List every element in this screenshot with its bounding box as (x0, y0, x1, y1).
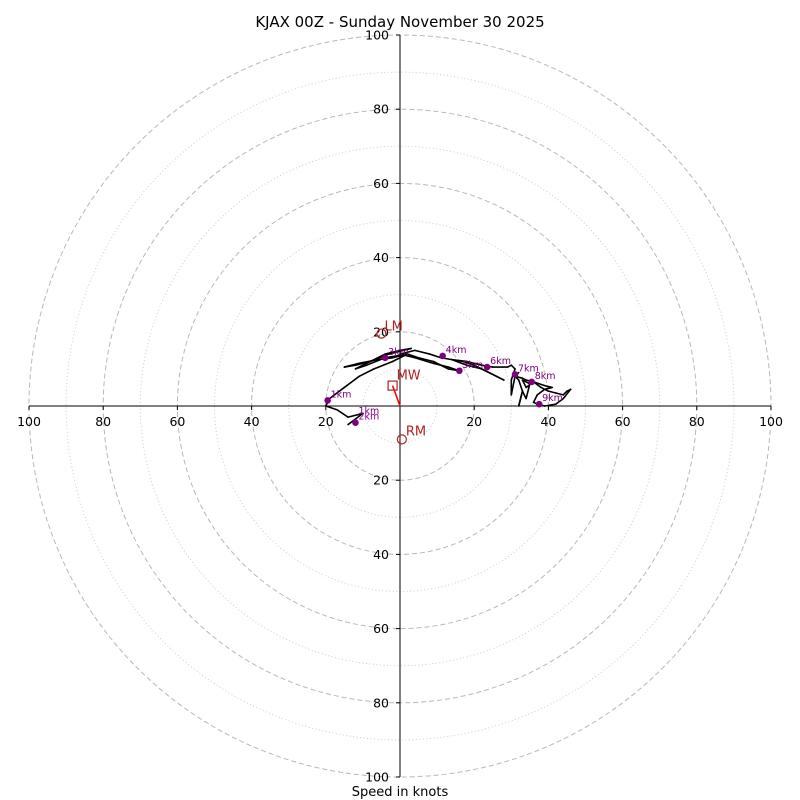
height-marker-8km (528, 378, 536, 386)
trace-segment (432, 362, 450, 368)
mean-wind-arrow (391, 385, 401, 407)
tick-label-top-80: 80 (373, 102, 389, 117)
height-marker-5km (456, 367, 463, 375)
height-label-1km: 1km (331, 389, 352, 400)
mean-wind-marker (387, 380, 398, 391)
left-mover-label: LM (384, 320, 402, 335)
tick-label-top-100: 100 (365, 28, 389, 43)
tick-label-bottom-80: 80 (373, 695, 389, 710)
trace-segment (414, 356, 435, 365)
trace-segment (347, 412, 364, 418)
tick-label-bottom-20: 20 (373, 473, 389, 488)
trace-segment (328, 386, 346, 400)
trace-segment (428, 353, 442, 359)
tick-label-right-40: 40 (540, 414, 556, 429)
height-label-7km: 7km (518, 363, 539, 374)
trace-segment (465, 360, 483, 366)
tick-label-left-40: 40 (244, 414, 260, 429)
trace-segment (417, 356, 435, 363)
tick-label-left-20: 20 (318, 414, 334, 429)
tick-label-left-100: 100 (17, 414, 41, 429)
trace-segment (347, 412, 364, 426)
trace-segment (555, 392, 565, 396)
trace-segment (484, 369, 498, 378)
trace-segment (336, 408, 349, 418)
trace-segment (562, 388, 572, 400)
tick-label-right-100: 100 (759, 414, 783, 429)
height-label-2km: 2km (358, 412, 379, 423)
trace-segment (343, 362, 360, 368)
trace-segment (399, 349, 416, 355)
height-marker-1km (324, 397, 331, 404)
height-label-8km: 8km (535, 371, 556, 382)
tick-label-bottom-40: 40 (373, 547, 389, 562)
trace-segment (536, 388, 546, 396)
trace-segment (555, 397, 565, 405)
trace-segment (473, 364, 487, 372)
trace-segment (562, 390, 568, 396)
height-label-9km: 9km (542, 393, 563, 404)
trace-segment (543, 384, 553, 389)
trace-segment (521, 379, 531, 385)
trace-segment (462, 360, 476, 366)
tick-label-right-80: 80 (689, 414, 705, 429)
trace-segment (451, 358, 468, 363)
trace-segment (510, 375, 516, 396)
trace-segment (547, 390, 557, 394)
storm-motion-markers: LM RM MW (376, 320, 426, 445)
x-axis-label: Speed in knots (352, 785, 449, 800)
height-label-3km: 3km (388, 347, 409, 358)
trace-segment (532, 394, 539, 404)
trace-segment (543, 403, 557, 407)
height-marker-3km (381, 354, 389, 362)
tick-label-left-80: 80 (95, 414, 111, 429)
trace-segment (517, 379, 524, 392)
height-marker-4km (439, 352, 446, 360)
height-label-6km: 6km (490, 356, 511, 367)
tick-label-left-60: 60 (169, 414, 185, 429)
trace-segment (414, 349, 431, 355)
height-marker-7km (511, 371, 519, 378)
height-marker-2km (352, 419, 359, 426)
tick-label-right-20: 20 (466, 414, 482, 429)
trace-segment (358, 368, 375, 378)
trace-segment (495, 375, 505, 381)
tick-label-top-40: 40 (373, 250, 389, 265)
right-mover-label: RM (406, 424, 426, 439)
chart-title: KJAX 00Z - Sunday November 30 2025 (255, 13, 544, 31)
right-mover-marker (396, 434, 407, 445)
trace-segment (373, 360, 394, 370)
tick-label-right-60: 60 (615, 414, 631, 429)
trace-segment (399, 353, 416, 359)
trace-segment (510, 364, 516, 370)
left-mover-marker (376, 328, 387, 339)
height-label-extra: 1km (358, 406, 379, 417)
trace-segment (358, 358, 379, 365)
mean-wind-label: MW (397, 369, 421, 384)
tick-label-bottom-100: 100 (365, 770, 389, 785)
trace-segment (343, 375, 360, 389)
trace-segment (388, 347, 412, 355)
tick-label-top-60: 60 (373, 176, 389, 191)
trace-segment (517, 390, 524, 407)
tick-label-bottom-60: 60 (373, 621, 389, 636)
trace-segment (532, 381, 546, 387)
trace-segment (384, 349, 401, 355)
height-marker-6km (483, 363, 491, 371)
trace-segment (525, 382, 531, 400)
height-label-5km: 5km (462, 360, 483, 371)
trace-segment (521, 379, 527, 389)
height-marker-9km (535, 400, 543, 408)
trace-segment (324, 405, 338, 411)
trace-segment (521, 390, 527, 400)
trace-segment (406, 353, 420, 359)
height-label-4km: 4km (446, 345, 467, 356)
wind-trace (324, 347, 572, 426)
